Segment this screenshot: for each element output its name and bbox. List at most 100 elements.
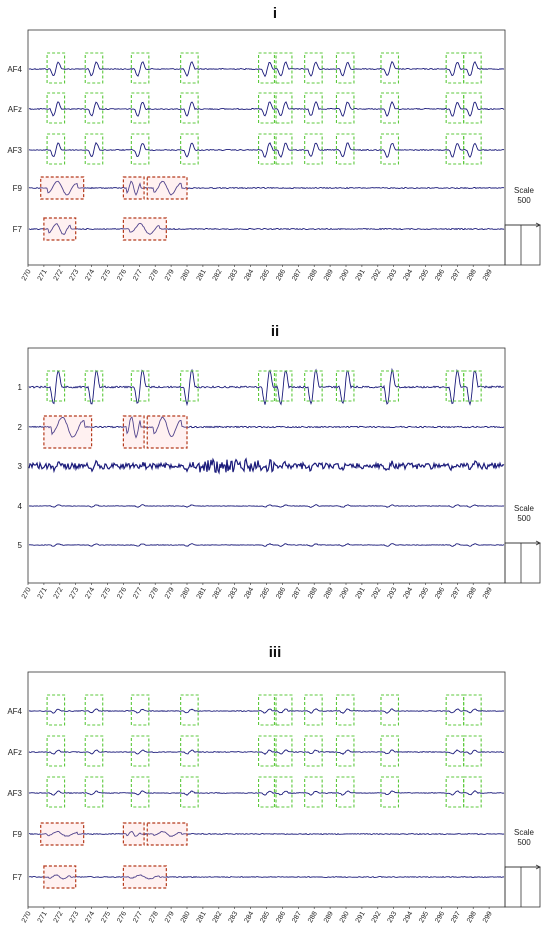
artifact-box-green xyxy=(380,735,400,767)
artifact-box-green xyxy=(445,694,465,726)
x-tick-label: 297 xyxy=(450,268,462,282)
artifact-box-green xyxy=(257,133,277,165)
artifact-box-green xyxy=(130,735,150,767)
scale-value: 500 xyxy=(517,838,531,847)
trace-AF4 xyxy=(28,60,505,78)
artifact-box-green xyxy=(463,370,482,402)
x-tick-label: 291 xyxy=(355,910,367,924)
artifact-box-green xyxy=(180,735,199,767)
panel-title: iii xyxy=(269,644,282,661)
artifact-box-green xyxy=(130,370,150,402)
x-tick-label: 293 xyxy=(387,268,399,282)
artifact-box-green xyxy=(380,92,400,124)
channel-label: 3 xyxy=(18,462,23,471)
x-tick-label: 295 xyxy=(418,910,430,924)
x-tick-label: 294 xyxy=(402,586,414,600)
artifact-box-green xyxy=(273,735,293,767)
x-tick-label: 285 xyxy=(259,910,271,924)
artifact-box-green xyxy=(84,52,104,84)
artifact-box-green xyxy=(257,735,277,767)
artifact-box-green xyxy=(46,370,66,402)
x-tick-label: 290 xyxy=(339,910,351,924)
scale-value: 500 xyxy=(517,196,531,205)
channel-label: 1 xyxy=(18,383,23,392)
x-tick-label: 278 xyxy=(148,586,160,600)
x-tick-label: 277 xyxy=(132,910,144,924)
trace-4 xyxy=(28,504,505,508)
x-tick-label: 288 xyxy=(307,586,319,600)
channel-label: 5 xyxy=(18,541,23,550)
x-tick-label: 280 xyxy=(180,910,192,924)
artifact-box-green xyxy=(445,735,465,767)
x-tick-label: 281 xyxy=(196,910,208,924)
x-tick-label: 274 xyxy=(84,268,96,282)
artifact-box-green xyxy=(84,92,104,124)
artifact-box-green xyxy=(273,694,293,726)
artifact-box-green xyxy=(130,133,150,165)
scale-box xyxy=(504,866,541,908)
trace-F9 xyxy=(28,830,505,838)
artifact-box-green xyxy=(335,370,355,402)
channel-label: AFz xyxy=(8,748,22,757)
artifact-box-green xyxy=(304,52,323,84)
artifact-box-green xyxy=(273,133,293,165)
panel-title: ii xyxy=(271,323,279,340)
artifact-box-red xyxy=(122,217,167,241)
x-tick-label: 282 xyxy=(212,268,224,282)
x-tick-label: 299 xyxy=(482,268,494,282)
artifact-box-green xyxy=(335,52,355,84)
artifact-box-green xyxy=(304,92,323,124)
artifact-box-red xyxy=(122,865,167,889)
artifact-box-green xyxy=(335,133,355,165)
artifact-box-green xyxy=(380,694,400,726)
x-tick-label: 281 xyxy=(196,586,208,600)
artifact-box-green xyxy=(273,776,293,808)
artifact-box-green xyxy=(180,370,199,402)
x-tick-label: 271 xyxy=(37,268,49,282)
artifact-box-green xyxy=(445,370,465,402)
x-tick-label: 271 xyxy=(37,586,49,600)
artifact-box-red xyxy=(122,176,145,200)
x-tick-label: 276 xyxy=(116,268,128,282)
artifact-box-red xyxy=(43,415,93,449)
artifact-box-green xyxy=(335,776,355,808)
trace-F7 xyxy=(28,874,505,880)
x-tick-label: 274 xyxy=(84,586,96,600)
artifact-box-green xyxy=(84,694,104,726)
artifact-box-green xyxy=(335,735,355,767)
x-tick-label: 290 xyxy=(339,268,351,282)
artifact-box-green xyxy=(180,92,199,124)
artifact-box-green xyxy=(130,694,150,726)
channel-label: AF4 xyxy=(7,65,22,74)
channel-label: AF3 xyxy=(7,789,22,798)
x-tick-label: 295 xyxy=(418,586,430,600)
x-tick-label: 289 xyxy=(323,268,335,282)
x-tick-label: 274 xyxy=(84,910,96,924)
channel-label: 2 xyxy=(18,423,23,432)
scale-box xyxy=(504,224,541,266)
artifact-box-green xyxy=(380,133,400,165)
x-tick-label: 273 xyxy=(69,910,81,924)
x-tick-label: 296 xyxy=(434,910,446,924)
x-tick-label: 282 xyxy=(212,586,224,600)
x-tick-label: 273 xyxy=(69,586,81,600)
x-tick-label: 287 xyxy=(291,586,303,600)
artifact-box-green xyxy=(46,133,66,165)
scale-arrow xyxy=(505,864,541,870)
artifact-box-green xyxy=(304,694,323,726)
x-tick-label: 286 xyxy=(275,268,287,282)
x-tick-label: 278 xyxy=(148,910,160,924)
x-tick-label: 281 xyxy=(196,268,208,282)
artifact-box-green xyxy=(304,735,323,767)
artifact-box-green xyxy=(445,776,465,808)
x-tick-label: 279 xyxy=(164,586,176,600)
x-tick-label: 297 xyxy=(450,586,462,600)
artifact-box-red xyxy=(40,176,85,200)
artifact-box-red xyxy=(40,822,85,846)
x-tick-label: 285 xyxy=(259,268,271,282)
scale-value: 500 xyxy=(517,514,531,523)
artifact-box-green xyxy=(463,52,482,84)
artifact-box-green xyxy=(445,92,465,124)
